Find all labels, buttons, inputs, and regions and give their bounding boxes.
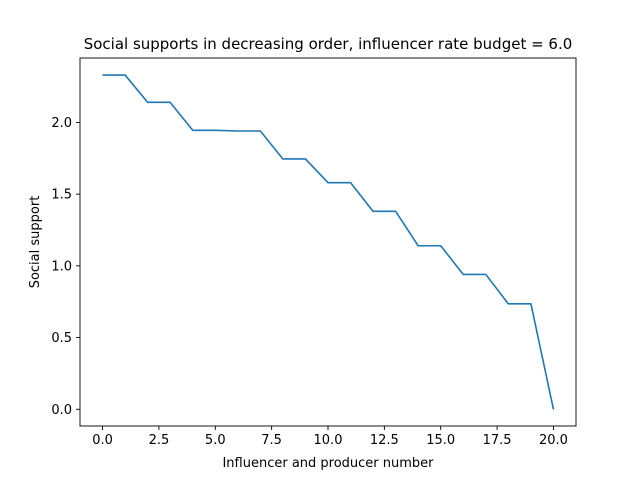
x-tick-label: 17.5: [483, 433, 512, 448]
y-tick-label: 0.0: [51, 403, 72, 418]
y-tick-label: 0.5: [51, 331, 72, 346]
x-tick-label: 12.5: [370, 433, 399, 448]
series-line-0: [102, 74, 555, 410]
y-tick-label: 1.0: [51, 259, 72, 274]
x-tick-label: 15.0: [426, 433, 455, 448]
y-axis-label: Social support: [28, 196, 43, 289]
x-tick-label: 0.0: [92, 433, 113, 448]
x-tick-label: 20.0: [539, 433, 568, 448]
y-tick-label: 1.5: [51, 188, 72, 203]
x-axis-label: Influencer and producer number: [222, 456, 434, 471]
x-tick-label: 2.5: [149, 433, 170, 448]
plot-area: 0.0 2.5 5.0 7.5 10.0 12.5 15.0 17.5 20.0 0.0 0.5 1.…: [51, 57, 577, 448]
x-tick-label: 10.0: [314, 433, 343, 448]
chart-title: Social supports in decreasing order, inf…: [84, 35, 573, 53]
x-tick-label: 7.5: [261, 433, 282, 448]
axes-frame: [79, 57, 577, 427]
y-tick-label: 2.0: [51, 116, 72, 131]
x-tick-label: 5.0: [205, 433, 226, 448]
